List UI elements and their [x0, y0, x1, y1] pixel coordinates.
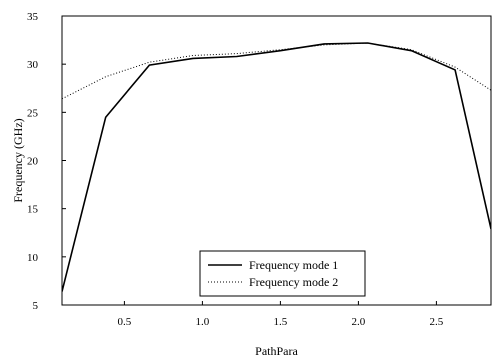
y-axis-title: Frequency (GHz) [11, 118, 25, 202]
x-axis-title: PathPara [255, 344, 298, 358]
x-tick-label: 0.5 [118, 316, 132, 328]
legend-label-mode-1: Frequency mode 1 [249, 258, 338, 272]
legend: Frequency mode 1 Frequency mode 2 [199, 250, 366, 297]
y-tick-label: 10 [27, 252, 39, 264]
y-tick-label: 25 [27, 107, 39, 119]
x-tick-label: 2.5 [430, 316, 444, 328]
x-tick-label: 2.0 [352, 316, 366, 328]
x-tick-label: 1.5 [274, 316, 288, 328]
series-layer [62, 42, 491, 292]
y-tick-label: 5 [33, 300, 39, 312]
y-tick-label: 15 [27, 204, 39, 216]
ticks-layer: 5 10 15 20 25 30 35 0.5 1.0 1.5 2.0 2.5 [27, 11, 444, 328]
x-tick-label: 1.0 [196, 316, 210, 328]
y-tick-label: 30 [27, 59, 39, 71]
y-tick-label: 20 [27, 156, 39, 168]
series-line-mode-1 [62, 42, 491, 292]
legend-box [199, 250, 366, 297]
legend-label-mode-2: Frequency mode 2 [249, 275, 338, 289]
y-tick-label: 35 [27, 11, 39, 23]
